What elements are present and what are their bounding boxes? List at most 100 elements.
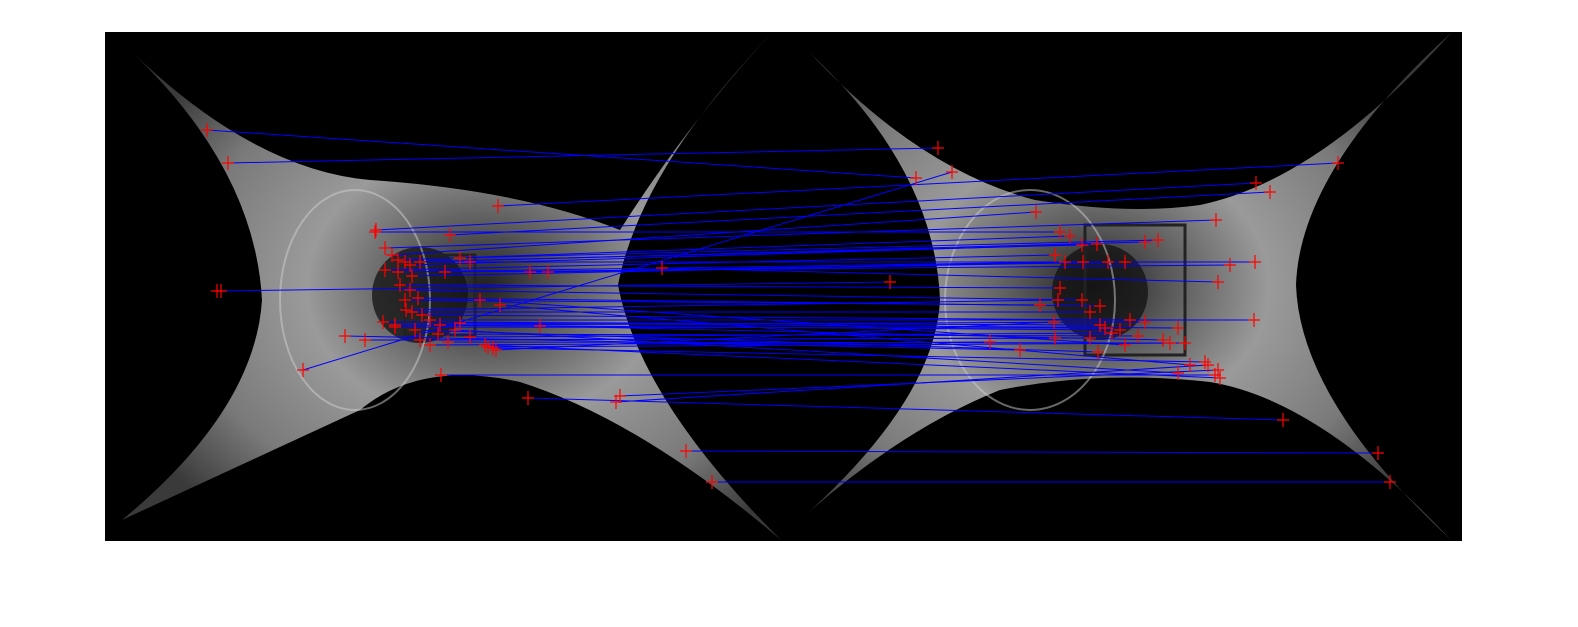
- right-keypoint-marker-32: [1014, 343, 1026, 357]
- left-keypoint-marker-37: [487, 341, 499, 355]
- right-keypoint-marker-38: [946, 165, 958, 179]
- left-keypoint-marker-extra: [215, 284, 227, 298]
- match-line-47: [454, 329, 1179, 374]
- left-keypoint-marker-23: [400, 303, 412, 317]
- match-line-43: [619, 369, 1219, 397]
- match-line-54: [414, 329, 1099, 353]
- right-keypoint-marker-6: [1030, 205, 1042, 219]
- right-keypoint-marker-7: [1064, 229, 1076, 243]
- left-keypoint-marker-5: [379, 241, 391, 255]
- left-keypoint-marker-7: [392, 253, 404, 267]
- match-line-52: [479, 299, 1126, 346]
- left-keypoint-marker-9: [404, 258, 416, 272]
- right-keypoint-marker-44: [1372, 446, 1384, 460]
- left-keypoint-marker-52: [474, 293, 486, 307]
- left-keypoint-marker-2: [492, 199, 504, 213]
- left-keypoint-marker-36: [482, 340, 494, 354]
- right-keypoint-marker-41: [1277, 413, 1289, 427]
- left-keypoint-marker-40: [479, 338, 491, 352]
- right-keypoint-marker-12: [1249, 255, 1261, 269]
- left-keypoint-marker-57: [439, 265, 451, 279]
- match-line-49: [469, 332, 1113, 338]
- left-keypoint-marker-10: [414, 255, 426, 269]
- match-line-1: [227, 147, 939, 164]
- left-keypoint-marker-56: [369, 225, 381, 239]
- right-keypoint-marker-37: [1199, 355, 1211, 369]
- left-keypoint-marker-26: [424, 313, 436, 327]
- right-keypoint-marker-15: [1077, 255, 1089, 269]
- left-keypoint-marker-17: [542, 265, 554, 279]
- match-line-38: [302, 171, 953, 371]
- left-keypoint-marker-25: [416, 308, 428, 322]
- right-keypoint-marker-45: [1384, 475, 1396, 489]
- left-keypoint-marker-50: [399, 293, 411, 307]
- left-keypoint-marker-46: [490, 343, 502, 357]
- right-keypoint-marker-17: [1119, 255, 1131, 269]
- match-line-19: [216, 281, 891, 292]
- left-keypoint-marker-35: [442, 335, 454, 349]
- left-keypoint-marker-38: [297, 363, 309, 377]
- match-line-57: [444, 264, 1231, 273]
- right-keypoint-marker-20: [1054, 281, 1066, 295]
- left-keypoint-marker-54: [409, 323, 421, 337]
- match-line-0: [206, 129, 917, 179]
- right-keypoint-marker-53: [1184, 358, 1196, 372]
- left-keypoint-marker-21: [404, 283, 416, 297]
- right-keypoint-marker-30: [1172, 321, 1184, 335]
- left-keypoint-marker-12: [464, 255, 476, 269]
- match-line-3: [375, 182, 1257, 231]
- right-keypoint-marker-22: [1094, 299, 1106, 313]
- right-keypoint-marker-36: [1179, 336, 1191, 350]
- left-keypoint-marker-20: [394, 278, 406, 292]
- match-line-14: [397, 261, 1066, 273]
- match-line-6: [391, 211, 1037, 256]
- right-keypoint-marker-50: [1034, 298, 1046, 312]
- match-line-50: [404, 299, 1041, 306]
- right-keypoint-marker-40: [1214, 371, 1226, 385]
- right-keypoint-marker-23: [1052, 293, 1064, 307]
- left-keypoint-marker-51: [389, 318, 401, 332]
- right-arch: [944, 189, 1116, 411]
- right-keypoint-marker-56: [1054, 225, 1066, 239]
- match-line-7: [397, 235, 1071, 261]
- match-line-4: [449, 191, 1271, 236]
- right-keypoint-marker-3: [1250, 176, 1262, 190]
- left-keypoint-marker-0: [201, 123, 213, 137]
- left-keypoint-marker-39: [435, 368, 447, 382]
- right-keypoint-marker-54: [1092, 345, 1104, 359]
- right-keypoint-marker-29: [1139, 315, 1151, 329]
- left-keypoint-marker-55: [424, 338, 436, 352]
- right-keypoint-marker-13: [1049, 248, 1061, 262]
- left-keypoint-marker-49: [464, 330, 476, 344]
- right-keypoint-marker-28: [1099, 321, 1111, 335]
- match-line-18: [661, 267, 1219, 283]
- left-keypoint-marker-31: [534, 319, 546, 333]
- left-keypoint-marker-22: [412, 291, 424, 305]
- match-line-44: [685, 450, 1379, 454]
- left-keypoint-marker-8: [399, 255, 411, 269]
- right-keypoint-marker-27: [1094, 318, 1106, 332]
- left-keypoint-marker-15: [406, 269, 418, 283]
- match-line-41: [527, 397, 1284, 421]
- right-keypoint-marker-48: [1132, 329, 1144, 343]
- match-line-40: [484, 344, 1221, 379]
- match-line-36: [487, 342, 1186, 348]
- match-line-32: [344, 335, 1021, 351]
- right-keypoint-marker-43: [1212, 363, 1224, 377]
- match-line-55: [429, 341, 991, 346]
- right-corridor-vanishing-area: [1052, 244, 1148, 340]
- left-keypoint-marker-32: [339, 329, 351, 343]
- right-keypoint-marker-1: [932, 141, 944, 155]
- left-keypoint-marker-4: [444, 228, 456, 242]
- right-keypoint-marker-16: [1102, 255, 1114, 269]
- left-keypoint-marker-3: [370, 223, 382, 237]
- match-line-13: [384, 254, 1056, 271]
- right-keypoint-marker-42: [1202, 358, 1214, 372]
- right-keypoint-marker-4: [1264, 185, 1276, 199]
- match-line-53: [499, 304, 1191, 366]
- right-keypoint-marker-21: [1076, 293, 1088, 307]
- match-line-5: [384, 219, 1217, 249]
- right-keypoint-marker-11: [1152, 233, 1164, 247]
